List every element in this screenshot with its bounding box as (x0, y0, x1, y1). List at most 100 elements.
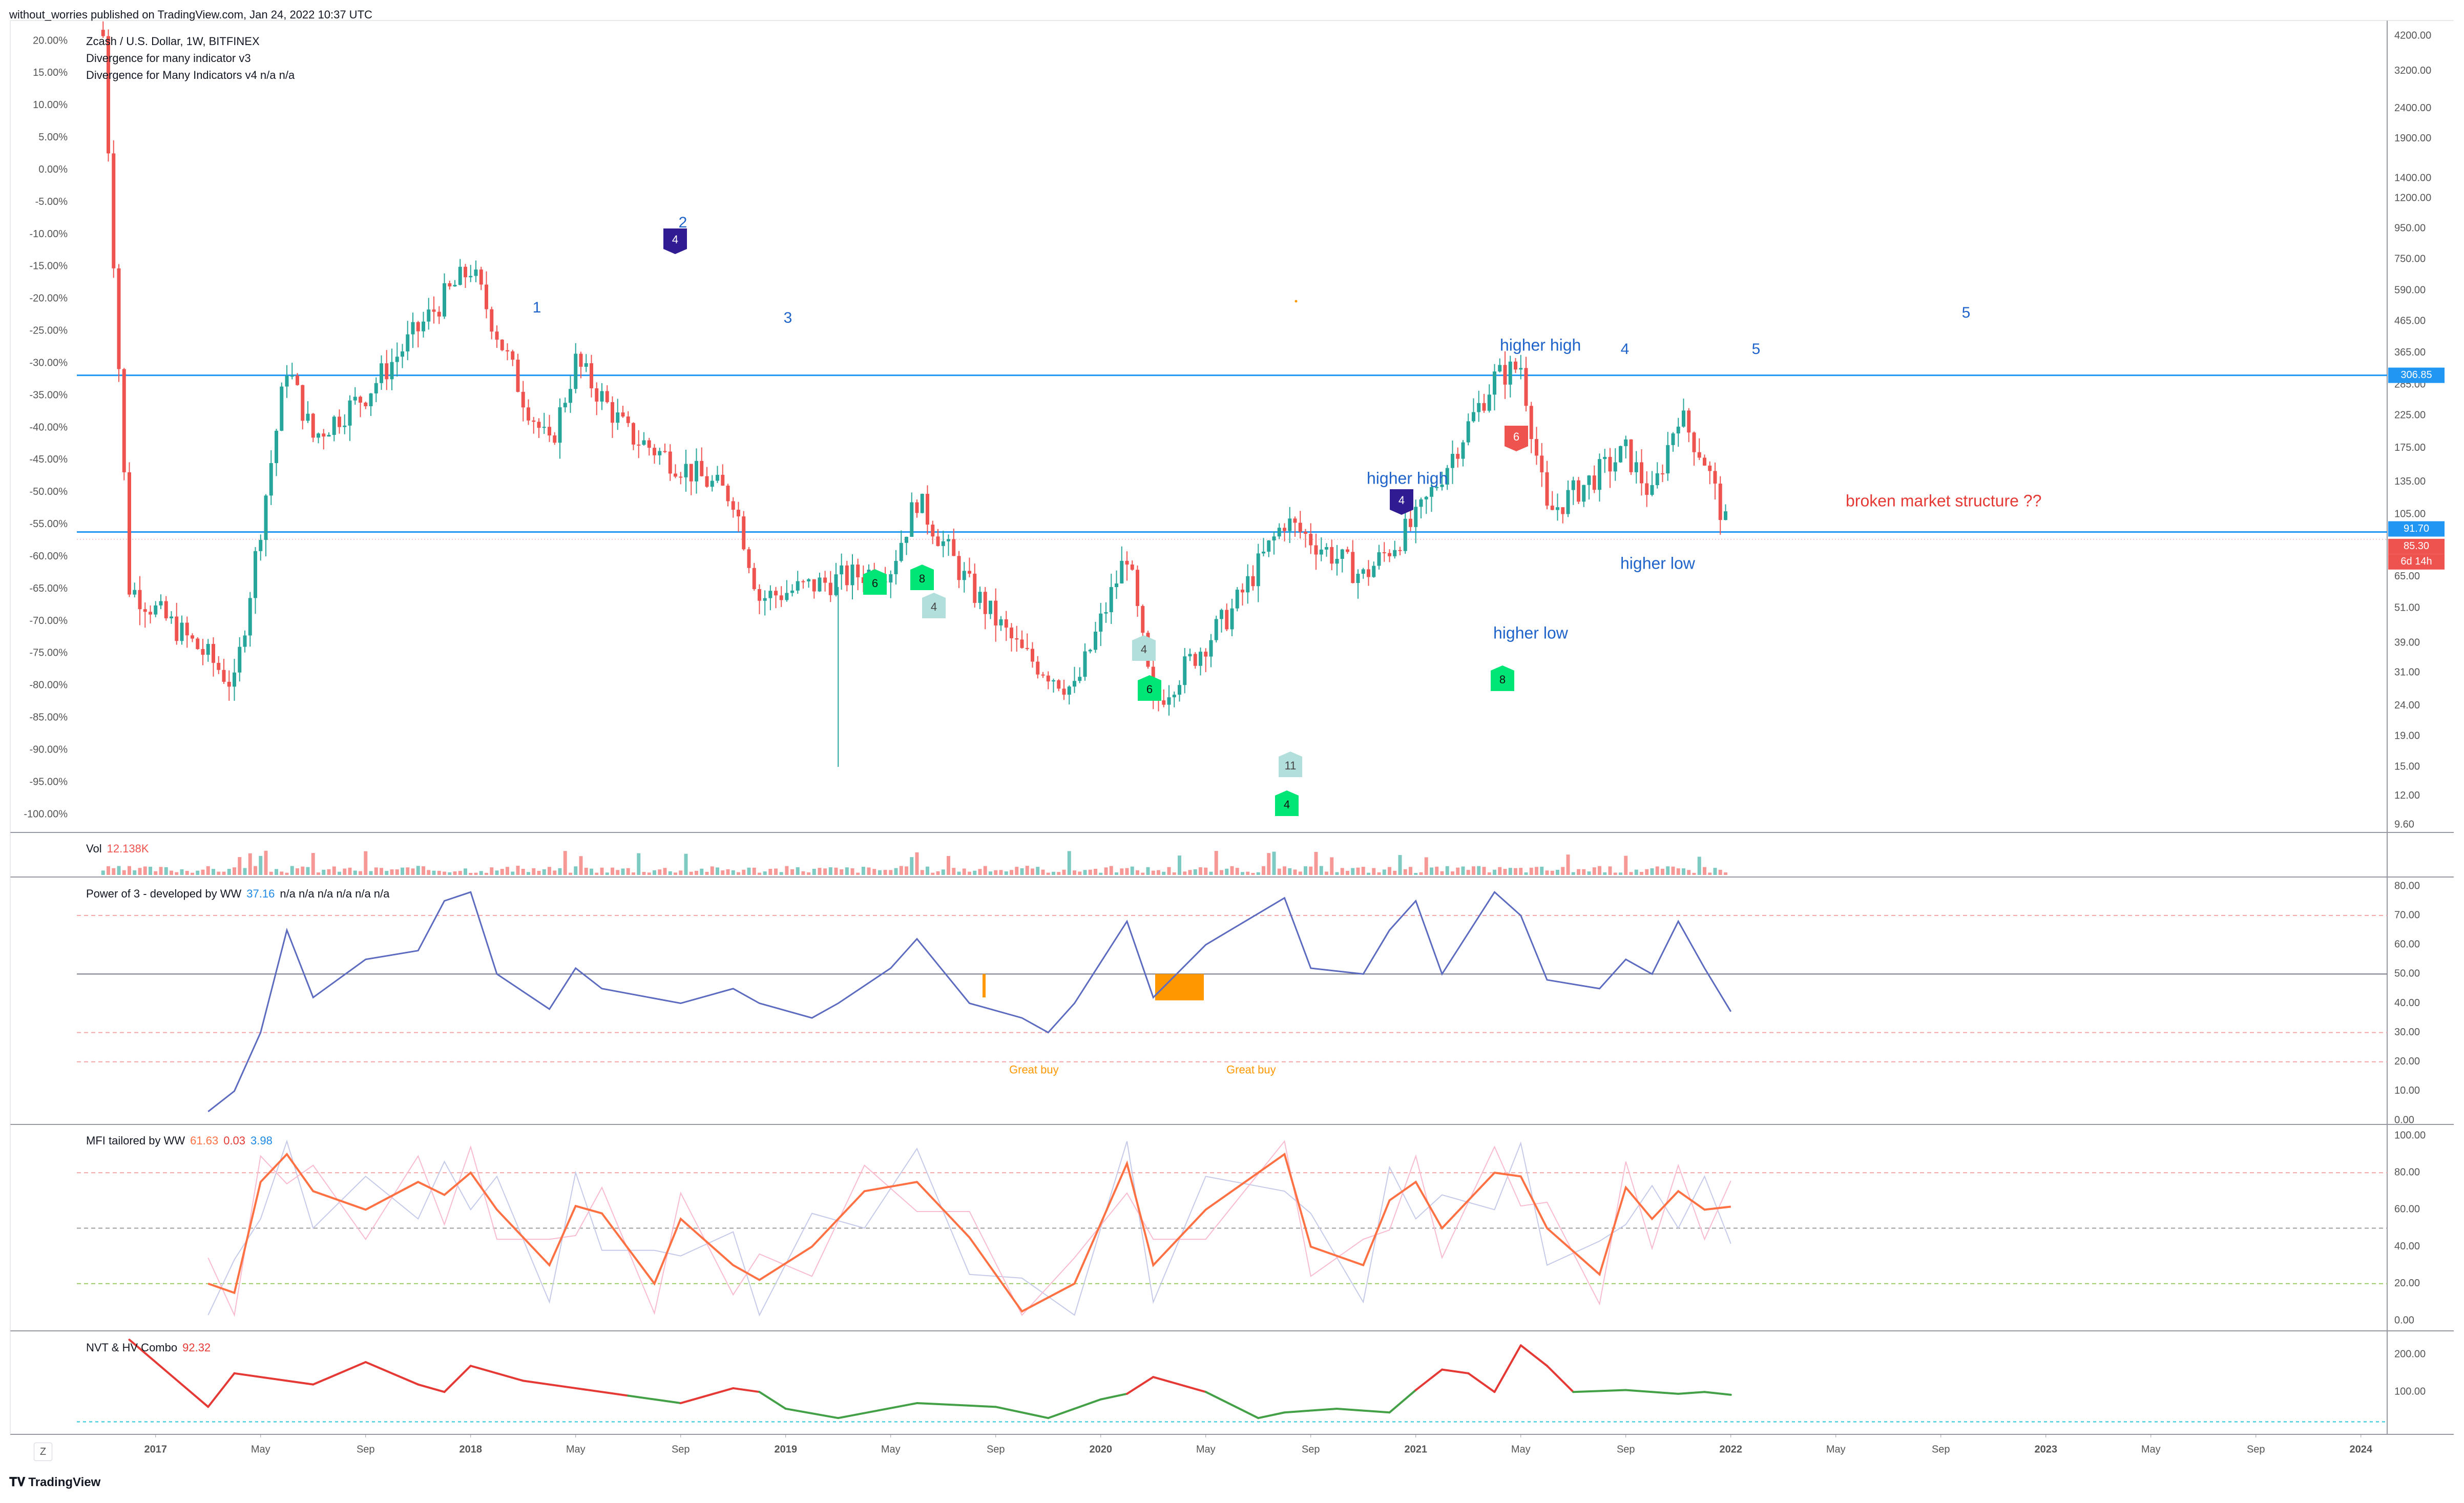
candle-body (590, 363, 593, 389)
zoom-reset-button[interactable]: Z (34, 1443, 52, 1461)
volume-bar (411, 868, 415, 875)
pct-tick-label: 0.00% (38, 164, 68, 175)
candle-body (201, 649, 205, 655)
candle-body (894, 560, 898, 574)
power3-tick-label: 0.00 (2394, 1114, 2414, 1125)
candle-body (443, 283, 446, 317)
volume-bar (936, 871, 940, 875)
nvt-line-segment (1493, 1344, 1522, 1393)
candle-body (327, 434, 331, 437)
power3-tick-label: 50.00 (2394, 968, 2420, 979)
volume-bar (1172, 872, 1176, 875)
indicator-v3-label[interactable]: Divergence for many indicator v3 (86, 52, 251, 65)
nvt-line-segment (1336, 1407, 1391, 1414)
power3-legend[interactable]: Power of 3 - developed by WW 37.16 n/a n/a… (86, 885, 389, 902)
candle-body (1372, 566, 1376, 577)
candle-body (143, 609, 147, 612)
pct-tick-label: -85.00% (30, 712, 68, 723)
candle-body (716, 474, 719, 481)
candle-body (600, 391, 604, 402)
candle-body (647, 440, 651, 448)
volume-bar (947, 856, 950, 875)
candle-body (1692, 432, 1696, 452)
candle-body (563, 403, 567, 408)
candle-body (338, 416, 341, 427)
volume-bar (437, 870, 441, 875)
volume-bar (1335, 872, 1339, 875)
volume-bar (1587, 871, 1591, 875)
volume-bar (1493, 869, 1496, 875)
volume-bar (101, 870, 105, 875)
candle-body (1209, 640, 1213, 657)
volume-bar (443, 871, 446, 875)
price-tick-label: 9.60 (2394, 819, 2414, 830)
volume-bar (653, 870, 656, 875)
candle-body (1535, 439, 1538, 456)
candle-body (1409, 518, 1412, 527)
volume-bar (1561, 867, 1565, 875)
volume-bar (175, 872, 179, 875)
pct-tick-label: -5.00% (35, 196, 68, 207)
candle-body (1382, 552, 1386, 554)
nvt-value: 92.32 (182, 1341, 211, 1354)
last-price-tag-bg (2388, 538, 2445, 554)
nvt-line-segment (364, 1361, 420, 1386)
candle-body (243, 635, 247, 647)
nvt-legend[interactable]: NVT & HV Combo 92.32 (86, 1339, 211, 1356)
pct-tick-label: 15.00% (33, 67, 68, 78)
candle-body (1288, 518, 1292, 531)
candle-body (1241, 590, 1244, 593)
candle-body (1608, 456, 1612, 472)
candle-body (1430, 487, 1433, 497)
candle-body (569, 389, 572, 403)
volume-bar (416, 866, 420, 875)
candle-body (191, 635, 194, 639)
candle-body (840, 565, 844, 575)
candle-body (138, 590, 142, 610)
signal-marker-label: 4 (672, 233, 678, 246)
time-axis-label: May (2141, 1444, 2161, 1455)
candle-body (611, 402, 614, 423)
signal-marker (1279, 752, 1302, 777)
candle-body (1083, 651, 1087, 677)
candle-body (1587, 475, 1591, 485)
candle-body (175, 616, 179, 641)
volume-bar (1650, 868, 1654, 875)
candle-body (212, 644, 215, 663)
candle-body (285, 375, 289, 387)
nvt-line-segment (1204, 1391, 1260, 1420)
mfi-value-3: 3.98 (250, 1134, 273, 1147)
volume-bar (899, 866, 903, 875)
indicator-v4-label[interactable]: Divergence for Many Indicators v4 n/a n/… (86, 69, 295, 81)
volume-legend[interactable]: Vol 12.138K (86, 840, 149, 857)
candle-body (1466, 421, 1470, 443)
candle-body (107, 36, 110, 154)
candle-body (353, 396, 357, 401)
volume-bar (322, 869, 326, 875)
volume-bar (785, 866, 789, 875)
tradingview-footer[interactable]: 𝐓𝐕 TradingView (9, 1475, 100, 1490)
candle-body (579, 353, 583, 367)
nvt-line-segment (417, 1383, 446, 1393)
candle-body (227, 681, 231, 687)
candle-body (1687, 410, 1691, 433)
volume-bar (227, 869, 231, 875)
candle-body (1671, 433, 1675, 445)
candle-body (390, 362, 394, 380)
candle-body (1724, 511, 1727, 520)
candle-body (973, 573, 977, 603)
volume-bar (910, 857, 914, 875)
nvt-line-segment (1283, 1407, 1338, 1414)
mfi-legend[interactable]: MFI tailored by WW 61.63 0.03 3.98 (86, 1132, 273, 1149)
volume-bar (726, 869, 730, 875)
candle-body (1104, 612, 1108, 614)
volume-bar (233, 867, 236, 875)
candle-body (437, 311, 441, 317)
candle-body (1472, 412, 1475, 422)
volume-bar (616, 870, 620, 875)
candle-body (1220, 610, 1223, 619)
volume-bar (122, 870, 126, 875)
candle-body (254, 551, 257, 598)
nvt-label: NVT & HV Combo (86, 1341, 178, 1354)
symbol-title[interactable]: Zcash / U.S. Dollar, 1W, BITFINEX (86, 35, 260, 48)
